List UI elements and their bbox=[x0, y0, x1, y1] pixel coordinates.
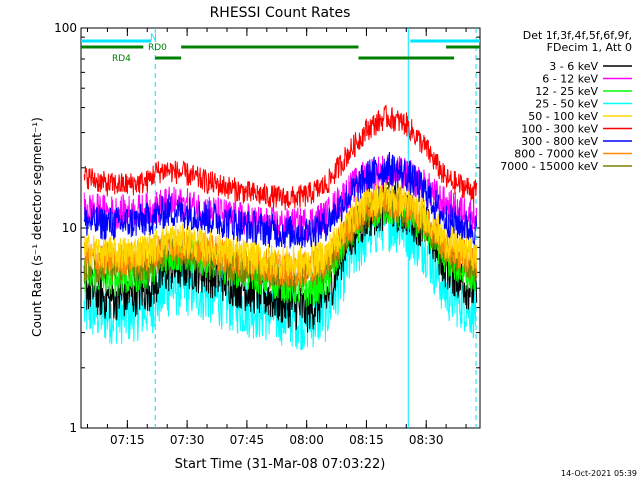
legend-label: 300 - 800 keV bbox=[521, 135, 598, 148]
legend-label: 6 - 12 keV bbox=[542, 73, 598, 86]
legend-label: 50 - 100 keV bbox=[528, 110, 598, 123]
x-tick-label: 08:15 bbox=[349, 433, 384, 447]
legend-header-line-2: FDecim 1, Att 0 bbox=[547, 41, 632, 54]
timestamp: 14-Oct-2021 05:39 bbox=[561, 469, 637, 478]
flag-label-n: N bbox=[150, 33, 157, 43]
flag-label-rd4: RD4 bbox=[112, 54, 131, 64]
legend-label: 12 - 25 keV bbox=[535, 85, 598, 98]
legend-label: 100 - 300 keV bbox=[521, 123, 598, 136]
legend-label: 800 - 7000 keV bbox=[514, 148, 598, 161]
x-axis-label: Start Time (31-Mar-08 07:03:22) bbox=[175, 457, 386, 472]
series-line-5 bbox=[83, 181, 478, 280]
flag-label-rd0: RD0 bbox=[148, 43, 167, 53]
x-tick-label: 08:00 bbox=[289, 433, 324, 447]
series-line-6 bbox=[83, 104, 478, 211]
legend-label: 25 - 50 keV bbox=[535, 98, 598, 111]
y-tick-label: 100 bbox=[54, 21, 77, 35]
legend-header-line-1: Det 1f,3f,4f,5f,6f,9f, bbox=[523, 29, 632, 42]
series-line-7 bbox=[83, 151, 478, 249]
series-line-8 bbox=[83, 184, 478, 287]
chart-title: RHESSI Count Rates bbox=[210, 5, 351, 21]
legend-label: 3 - 6 keV bbox=[549, 60, 598, 73]
y-tick-label: 10 bbox=[62, 221, 77, 235]
legend-label: 7000 - 15000 keV bbox=[500, 160, 598, 173]
x-tick-label: 07:15 bbox=[110, 433, 145, 447]
y-tick-label: 1 bbox=[69, 421, 77, 435]
x-tick-label: 08:30 bbox=[409, 433, 444, 447]
x-tick-label: 07:45 bbox=[230, 433, 265, 447]
y-axis-label: Count Rate (s⁻¹ detector segment⁻¹) bbox=[30, 117, 44, 337]
x-tick-label: 07:30 bbox=[170, 433, 205, 447]
